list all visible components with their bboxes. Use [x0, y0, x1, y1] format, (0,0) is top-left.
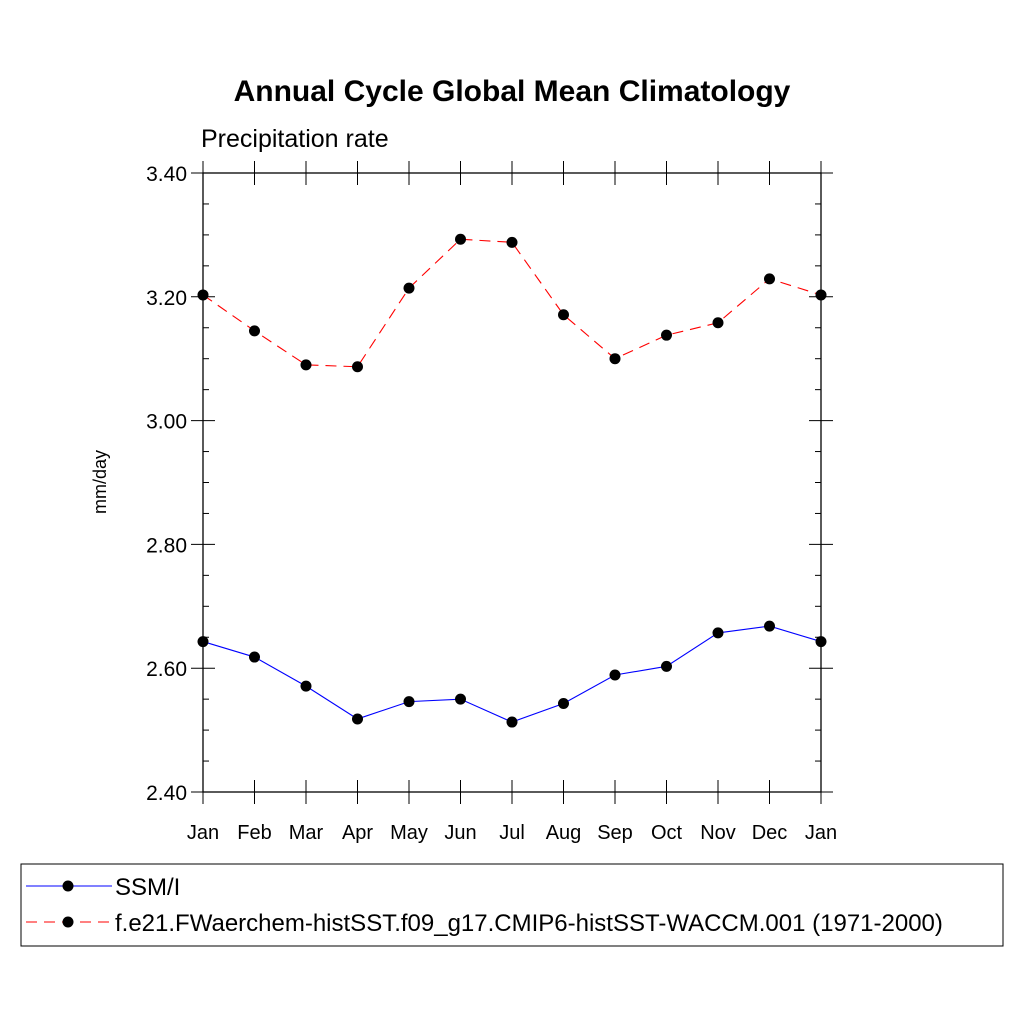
- legend-marker: [62, 880, 74, 892]
- x-tick-label: Sep: [597, 822, 633, 844]
- x-tick-label: Aug: [546, 822, 582, 844]
- series-point: [661, 329, 672, 341]
- y-axis-label: mm/day: [90, 450, 110, 514]
- series-point: [300, 680, 312, 692]
- series-point: [764, 273, 775, 285]
- series-point: [661, 660, 672, 672]
- series-point: [352, 713, 363, 725]
- y-tick-label: 3.20: [146, 287, 187, 310]
- series-point: [403, 696, 415, 708]
- x-tick-label: Mar: [289, 822, 324, 844]
- series-points: [197, 233, 827, 728]
- series-point: [455, 693, 466, 705]
- series-point: [506, 716, 518, 728]
- series-point: [712, 627, 724, 639]
- y-tick-label: 2.40: [146, 782, 187, 805]
- legend-box: [20, 863, 1004, 947]
- legend-marker: [62, 916, 74, 928]
- x-tick-label: Apr: [342, 822, 373, 844]
- x-tick-label: Dec: [752, 822, 788, 844]
- x-tick-label: May: [390, 822, 428, 844]
- legend: SSM/I f.e21.FWaerchem-histSST.f09_g17.CMI…: [26, 874, 943, 937]
- series-point: [712, 317, 724, 329]
- y-tick-labels: 2.40 2.60 2.80 3.00 3.20 3.40: [146, 163, 187, 805]
- x-tick-labels: Jan Feb Mar Apr May Jun Jul Aug Sep Oct Nov Dec Jan: [187, 822, 837, 844]
- y-tick-label: 3.40: [146, 163, 187, 186]
- x-tick-label: Jan: [187, 822, 219, 844]
- x-tick-label: Jun: [444, 822, 476, 844]
- x-tick-label: Feb: [237, 822, 271, 844]
- chart-subtitle: Precipitation rate: [201, 125, 389, 153]
- series-point: [249, 651, 260, 663]
- series-line: [202, 625, 822, 723]
- series-point: [815, 636, 827, 648]
- series-point: [249, 325, 260, 337]
- plot-frame: [202, 172, 822, 793]
- series-line: [202, 238, 822, 368]
- series-point: [558, 309, 569, 321]
- series-point: [558, 697, 569, 709]
- series-point: [352, 361, 363, 373]
- x-tick-label: Jul: [499, 822, 525, 844]
- x-tick-label: Oct: [651, 822, 683, 844]
- legend-label: f.e21.FWaerchem-histSST.f09_g17.CMIP6-hi…: [115, 910, 943, 937]
- series-point: [197, 289, 209, 301]
- x-tick-label: Nov: [700, 822, 736, 844]
- axis-ticks: [191, 161, 833, 804]
- y-tick-label: 3.00: [146, 411, 187, 434]
- series-point: [403, 282, 415, 294]
- series-point: [609, 669, 621, 681]
- series-point: [609, 353, 621, 365]
- legend-label: SSM/I: [115, 874, 180, 901]
- series-point: [506, 236, 518, 248]
- series-point: [764, 620, 775, 632]
- y-tick-label: 2.60: [146, 658, 187, 681]
- chart-title: Annual Cycle Global Mean Climatology: [234, 75, 791, 108]
- series-lines: [202, 238, 822, 723]
- series-point: [197, 636, 209, 648]
- x-tick-label: Jan: [805, 822, 837, 844]
- series-point: [815, 289, 827, 301]
- y-tick-label: 2.80: [146, 534, 187, 557]
- series-point: [455, 233, 466, 245]
- series-point: [300, 359, 312, 371]
